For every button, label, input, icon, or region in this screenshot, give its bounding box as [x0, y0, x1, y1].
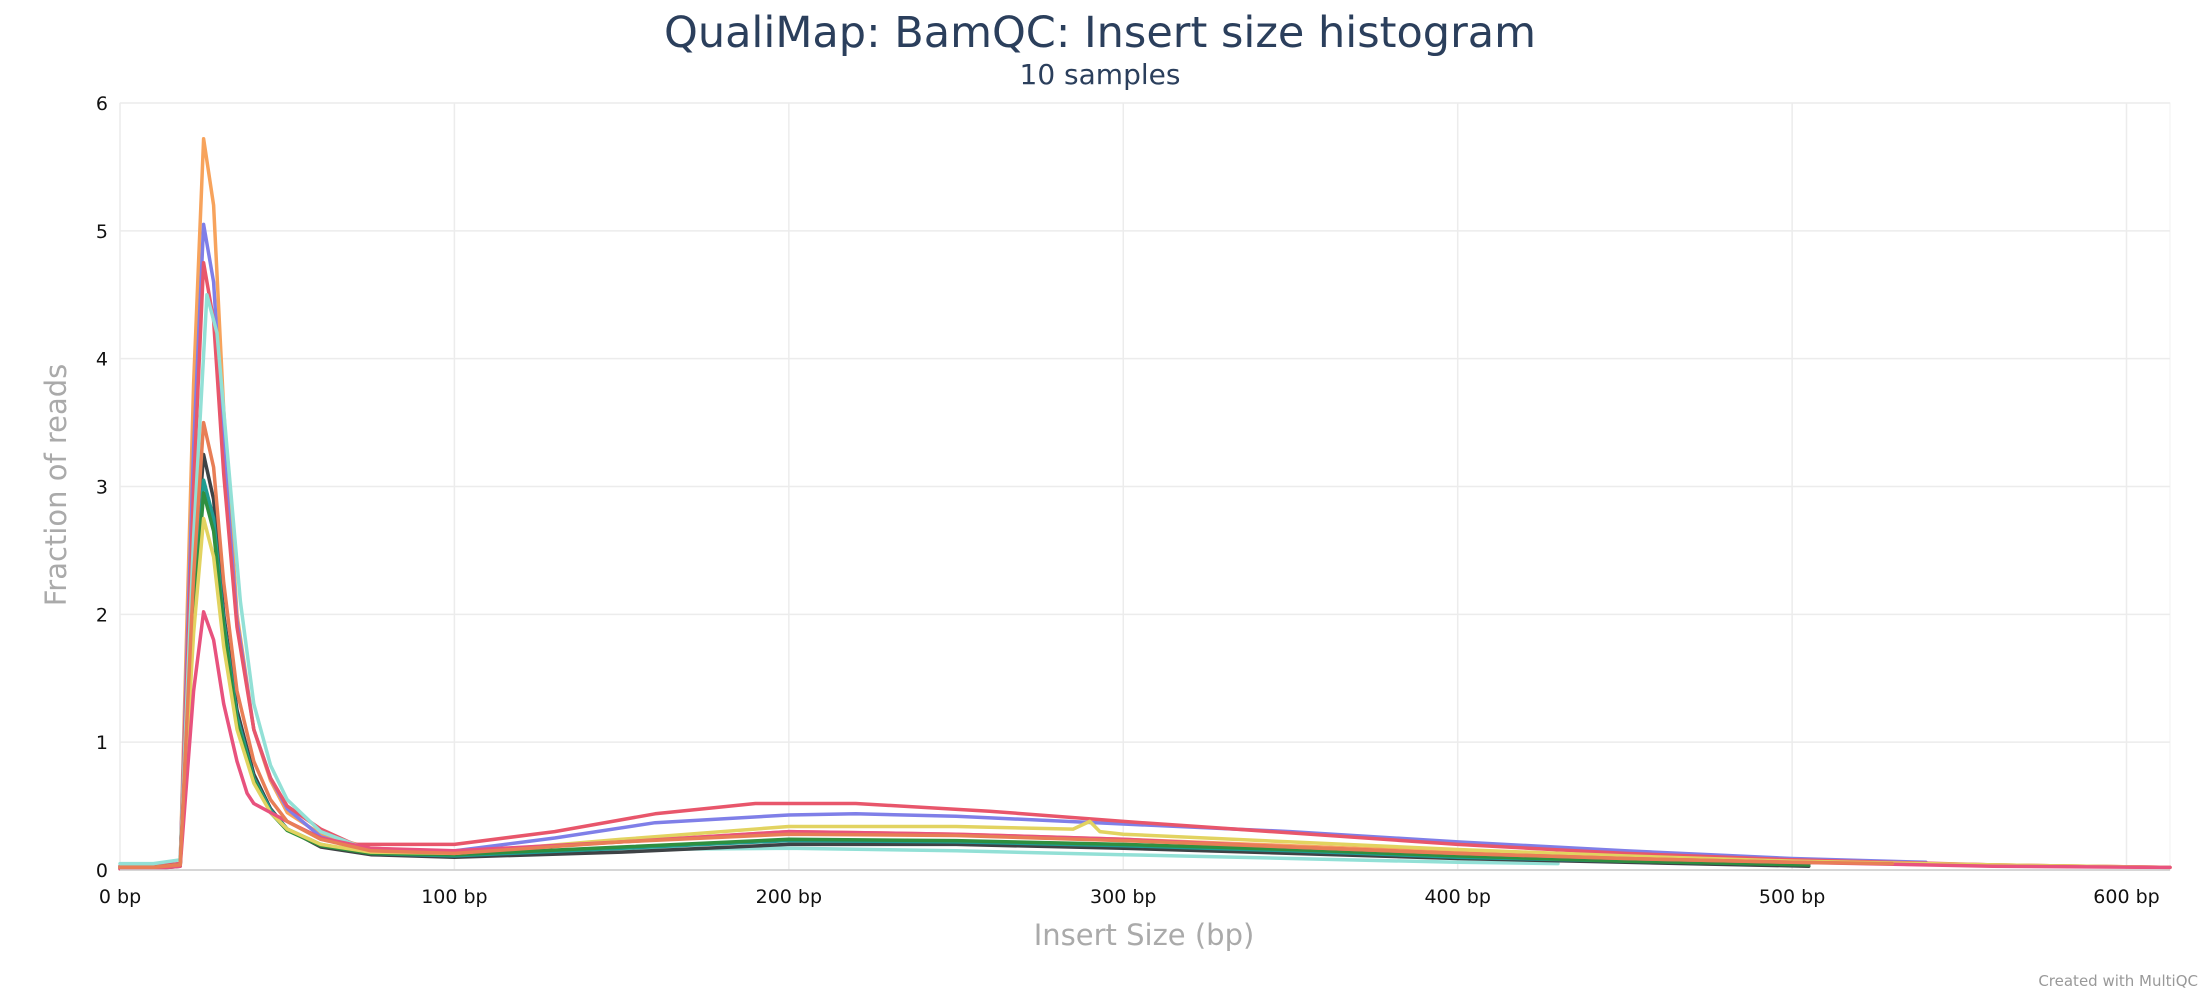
axes: 0 1 2 3 4 5 6 0 bp 100 bp 200 bp 300 bp 400 bp 500 b…: [96, 93, 2170, 908]
series-line[interactable]: [118, 261, 2172, 870]
series-lines[interactable]: [118, 137, 2172, 871]
x-tick-label: 300 bp: [1090, 886, 1156, 908]
y-tick-label: 4: [96, 349, 108, 371]
chart-title: QualiMap: BamQC: Insert size histogram: [663, 8, 1537, 58]
series-line[interactable]: [118, 222, 1928, 868]
y-tick-label: 5: [96, 221, 108, 243]
series-line[interactable]: [118, 452, 1811, 871]
grid-lines: [119, 102, 2171, 871]
series-line[interactable]: [118, 420, 1895, 870]
y-tick-label: 2: [96, 604, 108, 626]
y-tick-label: 6: [96, 93, 108, 115]
x-tick-label: 200 bp: [756, 886, 822, 908]
y-tick-label: 0: [96, 860, 108, 882]
x-axis-title: Insert Size (bp): [1034, 918, 1255, 952]
series-line[interactable]: [118, 516, 2172, 870]
y-tick-label: 3: [96, 477, 108, 499]
chart-subtitle: 10 samples: [1019, 58, 1181, 91]
series-line[interactable]: [118, 610, 2172, 871]
series-line[interactable]: [118, 293, 1560, 866]
y-tick-label: 1: [96, 732, 108, 754]
x-tick-label: 400 bp: [1424, 886, 1490, 908]
credit-label: Created with MultiQC: [2038, 972, 2198, 990]
x-tick-label: 500 bp: [1759, 886, 1825, 908]
y-axis-title: Fraction of reads: [39, 364, 73, 607]
x-tick-label: 100 bp: [421, 886, 487, 908]
x-tick-label: 0 bp: [99, 886, 141, 908]
x-tick-label: 600 bp: [2093, 886, 2159, 908]
series-line[interactable]: [118, 137, 2172, 870]
